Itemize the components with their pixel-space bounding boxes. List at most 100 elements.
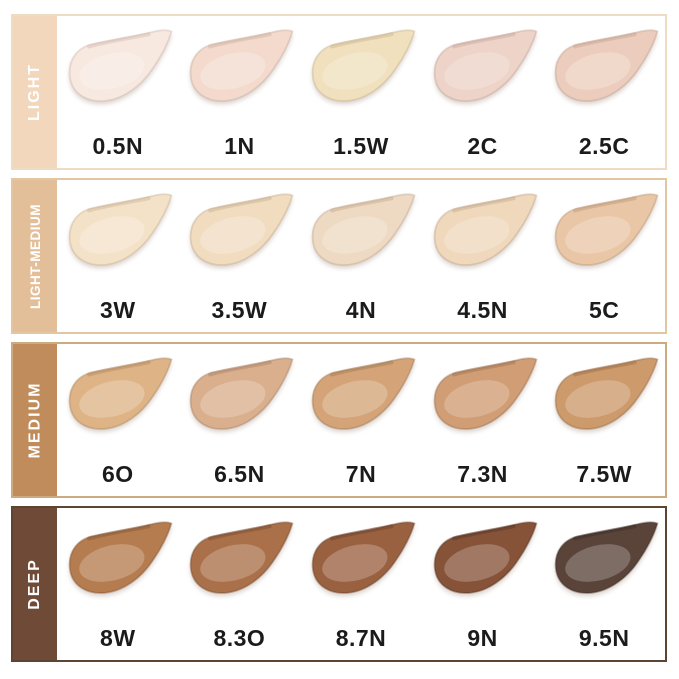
foundation-smear-swatch (311, 29, 416, 102)
shade-cell-5c: 5C (543, 180, 665, 332)
smear-highlight (443, 544, 510, 582)
shade-label: 2.5C (578, 133, 630, 159)
category-band-deep: DEEP (13, 508, 57, 660)
shade-cell-1n: 1N (179, 16, 301, 168)
category-label-light: LIGHT (26, 63, 43, 121)
shade-cell-8-3o: 8.3O (179, 508, 301, 660)
swatch-cells-deep: 8W 8.3O 8.7N (57, 508, 665, 660)
smear-top-fold (451, 196, 516, 213)
smear-fill (434, 522, 537, 594)
shade-cell-1-5w: 1.5W (300, 16, 422, 168)
smear-highlight (200, 52, 266, 90)
smear-rim (433, 357, 538, 430)
shade-label: 9.5N (578, 625, 630, 651)
foundation-smear-swatch (68, 193, 173, 266)
smear-fill (190, 194, 293, 266)
smear-highlight (443, 52, 510, 90)
smear-highlight (565, 544, 631, 582)
foundation-smear-swatch (433, 357, 538, 430)
smear-highlight (565, 52, 631, 90)
shade-label: 7N (345, 461, 377, 487)
shade-label: 8.3O (213, 625, 266, 651)
shade-label: 3.5W (211, 297, 268, 323)
smear-top-fold (573, 524, 637, 541)
shade-label: 1N (224, 133, 255, 159)
smear-top-fold (86, 196, 151, 213)
foundation-smear-swatch (433, 29, 538, 102)
foundation-smear-swatch (554, 193, 659, 266)
foundation-smear-swatch (68, 29, 173, 102)
smear-rim (190, 29, 294, 102)
smear-rim (68, 357, 173, 430)
category-band-light: LIGHT (13, 16, 57, 168)
foundation-smear-swatch (433, 521, 538, 594)
shade-row-light-medium: LIGHT-MEDIUM 3W 3.5W (11, 178, 667, 334)
category-band-medium: MEDIUM (13, 344, 57, 496)
foundation-smear-swatch (311, 193, 416, 266)
shade-row-light: LIGHT 0.5N 1N (11, 14, 667, 170)
foundation-smear-swatch (190, 29, 294, 102)
smear-highlight (79, 544, 145, 582)
shade-label: 5C (588, 297, 620, 323)
smear-top-fold (330, 196, 394, 213)
category-label-deep: DEEP (26, 558, 44, 610)
shade-label: 7.3N (457, 461, 508, 487)
smear-top-fold (573, 360, 637, 377)
smear-fill (434, 194, 537, 266)
swatch-cells-light-medium: 3W 3.5W 4N (57, 180, 665, 332)
shade-row-medium: MEDIUM 6O 6.5N (11, 342, 667, 498)
smear-highlight (322, 216, 388, 254)
foundation-smear-swatch (554, 29, 659, 102)
shade-label: 4.5N (457, 297, 508, 323)
smear-top-fold (573, 32, 637, 49)
smear-highlight (443, 216, 510, 254)
smear-top-fold (330, 524, 394, 541)
foundation-smear-swatch (554, 521, 659, 594)
smear-highlight (200, 216, 266, 254)
smear-fill (69, 358, 172, 430)
shade-label: 6.5N (214, 461, 265, 487)
smear-rim (311, 29, 416, 102)
smear-rim (433, 29, 538, 102)
smear-top-fold (451, 524, 516, 541)
shade-label: 8.7N (335, 625, 387, 651)
smear-highlight (79, 380, 145, 418)
smear-rim (554, 193, 659, 266)
smear-fill (69, 522, 172, 594)
foundation-smear-swatch (433, 193, 538, 266)
smear-rim (68, 193, 173, 266)
shade-label: 0.5N (92, 133, 144, 159)
smear-top-fold (86, 524, 151, 541)
foundation-smear-swatch (190, 521, 294, 594)
smear-highlight (443, 380, 510, 418)
smear-rim (190, 357, 294, 430)
shade-cell-4n: 4N (300, 180, 422, 332)
smear-highlight (200, 544, 266, 582)
smear-top-fold (451, 32, 516, 49)
smear-highlight (79, 52, 145, 90)
shade-cell-8w: 8W (57, 508, 179, 660)
smear-fill (555, 522, 658, 594)
foundation-smear-swatch (190, 193, 294, 266)
smear-highlight (200, 380, 266, 418)
shade-cell-7-5w: 7.5W (543, 344, 665, 496)
shade-cell-4-5n: 4.5N (422, 180, 544, 332)
smear-highlight (322, 52, 388, 90)
category-band-light-medium: LIGHT-MEDIUM (13, 180, 57, 332)
shade-label: 4N (345, 297, 377, 323)
smear-fill (555, 194, 658, 266)
smear-top-fold (208, 32, 273, 49)
smear-top-fold (330, 32, 394, 49)
foundation-smear-swatch (68, 357, 173, 430)
smear-top-fold (86, 360, 151, 377)
foundation-smear-swatch (554, 357, 659, 430)
shade-row-deep: DEEP 8W 8.3O (11, 506, 667, 662)
category-label-medium: MEDIUM (26, 381, 44, 459)
smear-fill (434, 30, 537, 102)
smear-fill (190, 522, 293, 594)
smear-highlight (322, 544, 388, 582)
shade-cell-9-5n: 9.5N (543, 508, 665, 660)
smear-fill (312, 30, 415, 102)
swatch-cells-light: 0.5N 1N 1.5W (57, 16, 665, 168)
